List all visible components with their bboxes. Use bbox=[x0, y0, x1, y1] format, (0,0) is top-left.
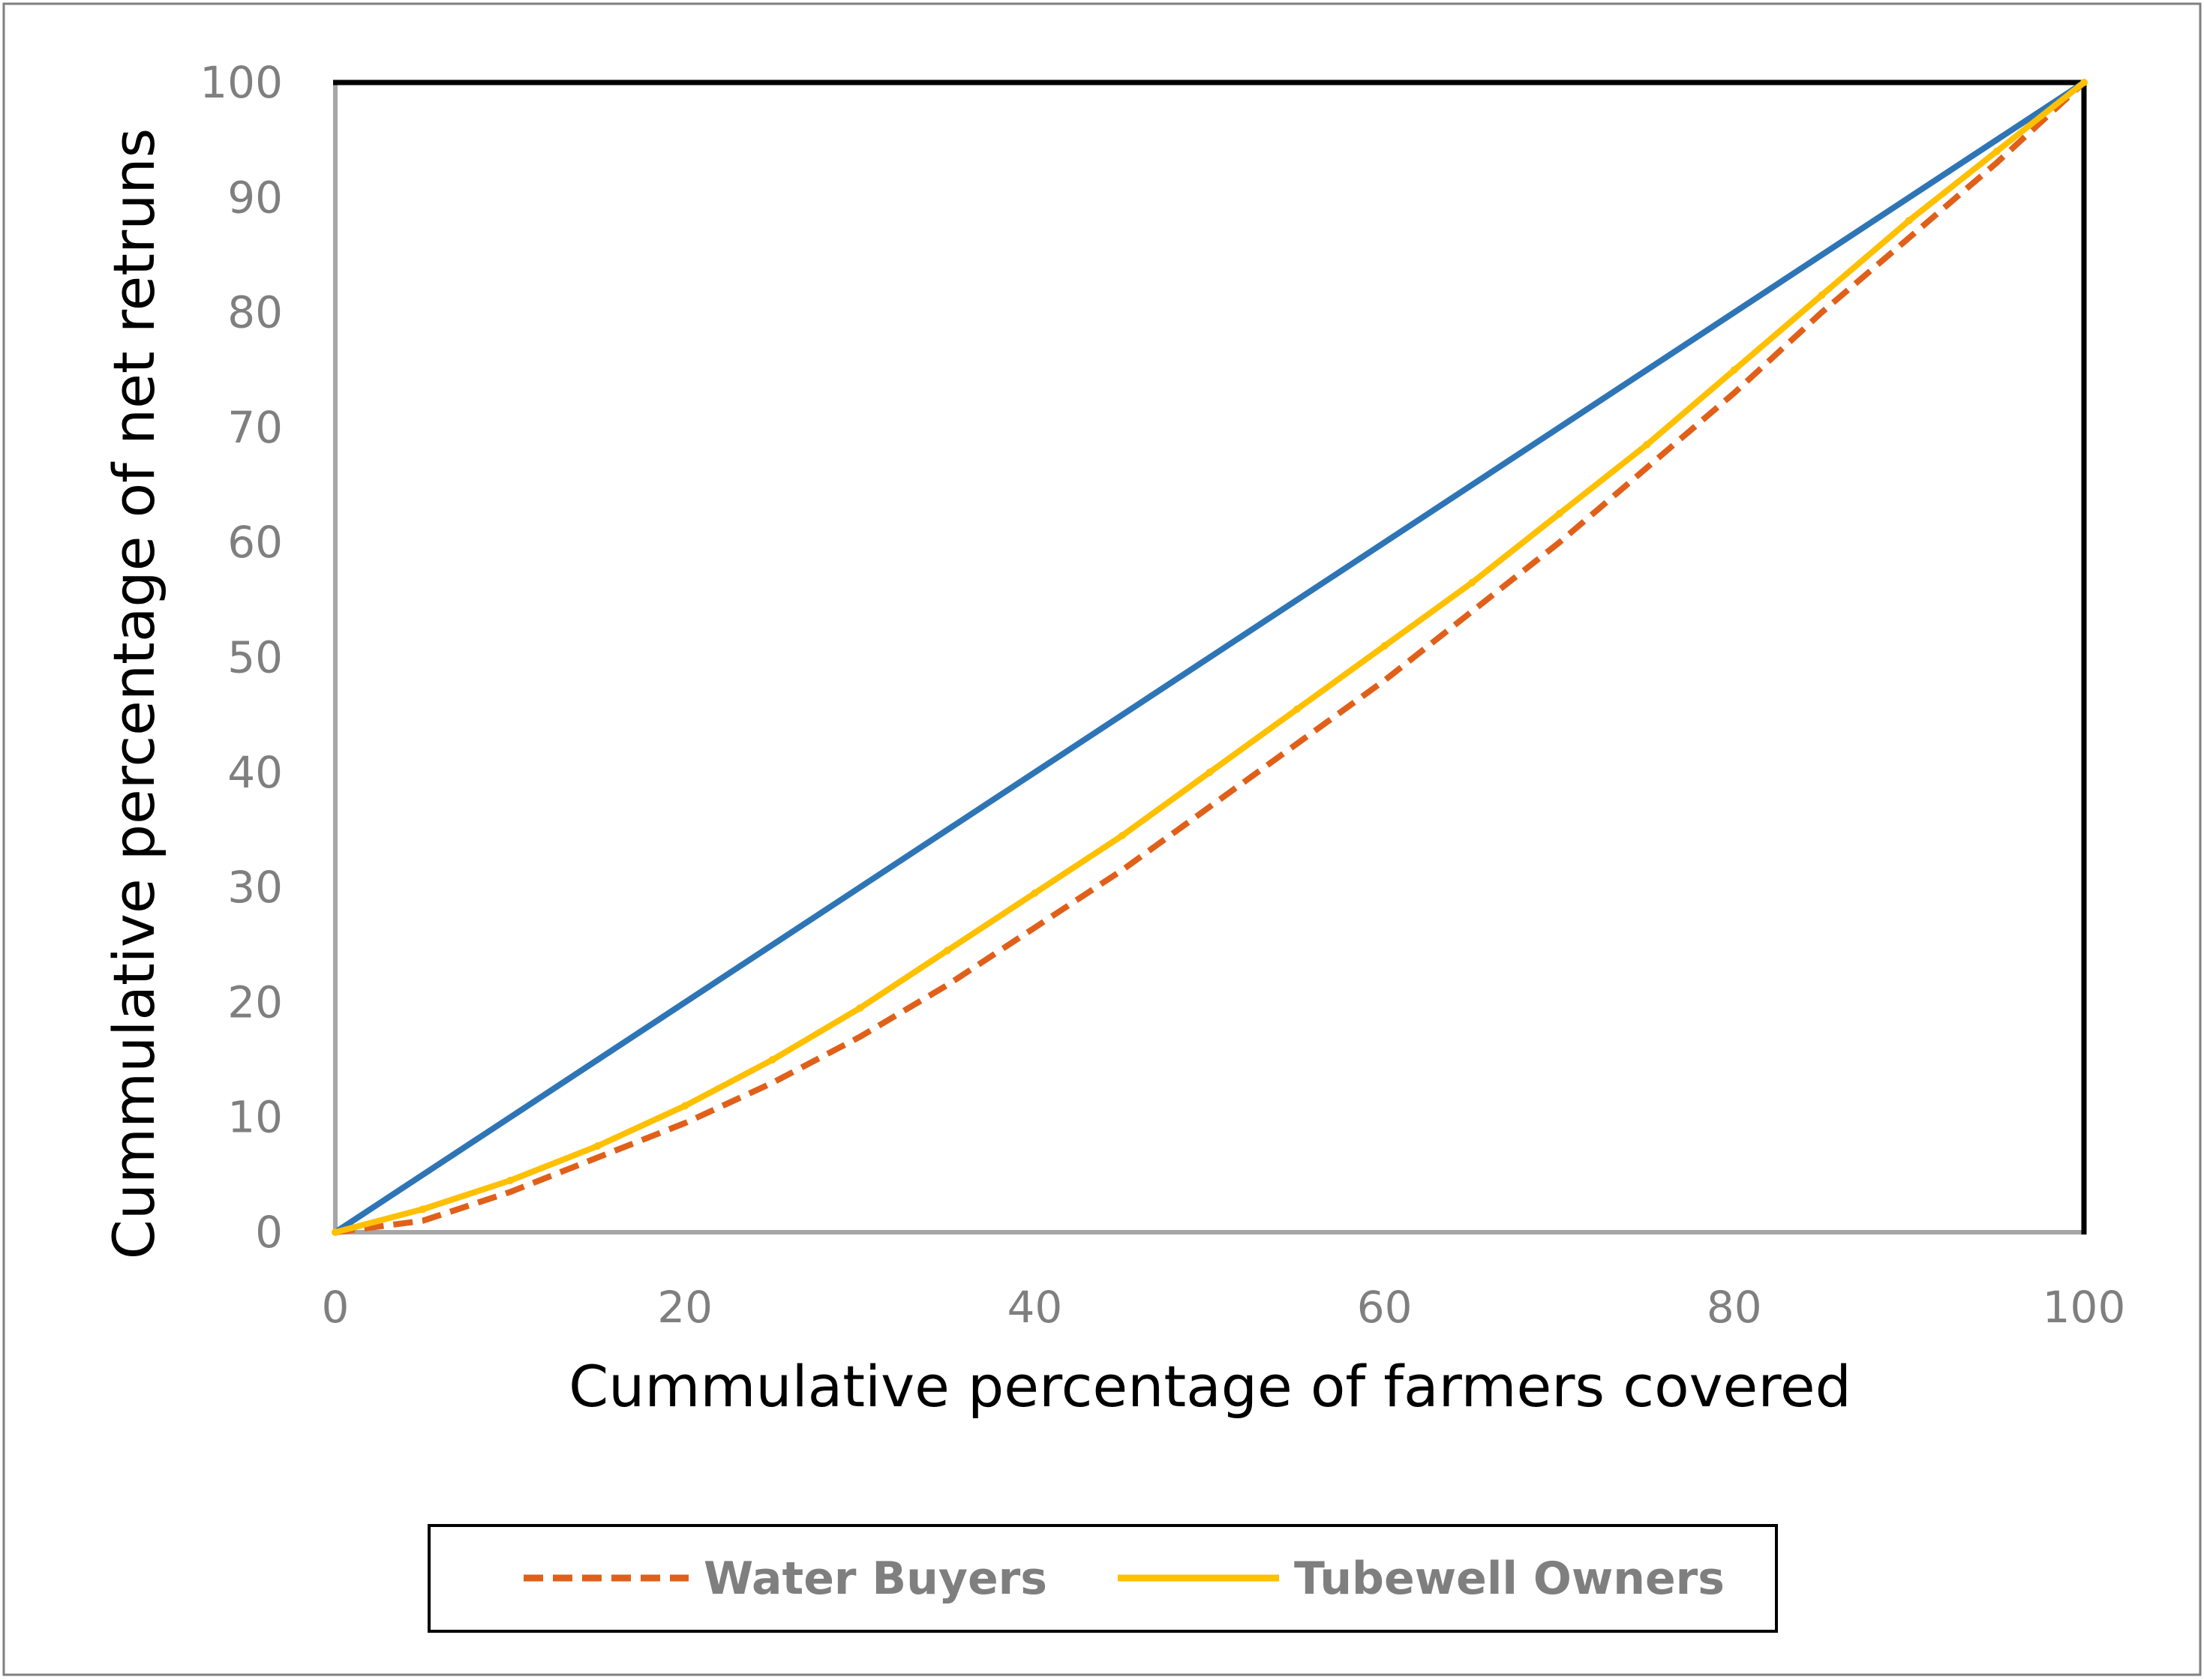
tubewell-owners-point bbox=[768, 1056, 776, 1064]
tubewell-owners-point bbox=[506, 1177, 515, 1185]
y-tick-label: 80 bbox=[227, 287, 283, 338]
tubewell-owners-point bbox=[1730, 366, 1738, 374]
x-tick-label: 40 bbox=[1007, 1282, 1062, 1333]
tubewell-owners-point bbox=[593, 1142, 602, 1150]
y-tick-label: 0 bbox=[255, 1207, 283, 1258]
tubewell-owners-point bbox=[1380, 642, 1389, 650]
tubewell-owners-point bbox=[332, 1228, 339, 1236]
tubewell-owners-point bbox=[1118, 832, 1126, 840]
x-axis-title: Cummulative percentage of farmers covere… bbox=[569, 1353, 1851, 1420]
tubewell-owners-point bbox=[1992, 147, 2001, 155]
tubewell-owners-point bbox=[1905, 216, 1913, 224]
tubewell-owners-point bbox=[1555, 509, 1563, 518]
tubewell-owners-point bbox=[1643, 440, 1651, 448]
legend-label-tubewell-owners: Tubewell Owners bbox=[1294, 1552, 1725, 1605]
y-tick-label: 50 bbox=[227, 632, 283, 683]
tubewell-owners-point bbox=[419, 1205, 427, 1214]
plot-area bbox=[332, 79, 2088, 1236]
x-tick-label: 0 bbox=[322, 1282, 350, 1333]
tubewell-owners-point bbox=[943, 946, 951, 955]
tubewell-owners-point bbox=[681, 1102, 689, 1110]
tubewell-owners-point bbox=[2080, 79, 2088, 86]
y-tick-label: 70 bbox=[227, 402, 283, 453]
tubewell-owners-point bbox=[856, 1004, 864, 1012]
tubewell-owners-point bbox=[1293, 705, 1302, 713]
tubewell-owners-point bbox=[1206, 768, 1214, 776]
y-tick-label: 20 bbox=[227, 976, 283, 1028]
y-tick-label: 100 bbox=[200, 57, 283, 108]
tubewell-owners-point bbox=[1468, 578, 1476, 586]
tubewell-owners-point bbox=[1031, 889, 1039, 897]
y-tick-label: 40 bbox=[227, 747, 283, 798]
x-axis-tick-labels: 0 20 40 60 80 100 bbox=[322, 1282, 2126, 1333]
tubewell-owners-point bbox=[1818, 291, 1826, 299]
y-tick-label: 30 bbox=[227, 862, 283, 913]
equality-line bbox=[333, 80, 2086, 1235]
y-tick-label: 90 bbox=[227, 172, 283, 223]
x-tick-label: 100 bbox=[2043, 1282, 2126, 1333]
y-axis-tick-labels: 0 10 20 30 40 50 60 70 80 90 100 bbox=[200, 57, 283, 1258]
water-buyers-line bbox=[335, 80, 2086, 1235]
y-tick-label: 60 bbox=[227, 517, 283, 568]
x-tick-label: 60 bbox=[1357, 1282, 1413, 1333]
legend: Water Buyers Tubewell Owners bbox=[428, 1524, 1778, 1633]
x-tick-label: 20 bbox=[657, 1282, 713, 1333]
x-tick-label: 80 bbox=[1707, 1282, 1762, 1333]
y-axis-title: Cummulative percentage of net retruns bbox=[101, 128, 167, 1259]
y-tick-label: 10 bbox=[227, 1092, 283, 1143]
legend-label-water-buyers: Water Buyers bbox=[704, 1552, 1047, 1605]
